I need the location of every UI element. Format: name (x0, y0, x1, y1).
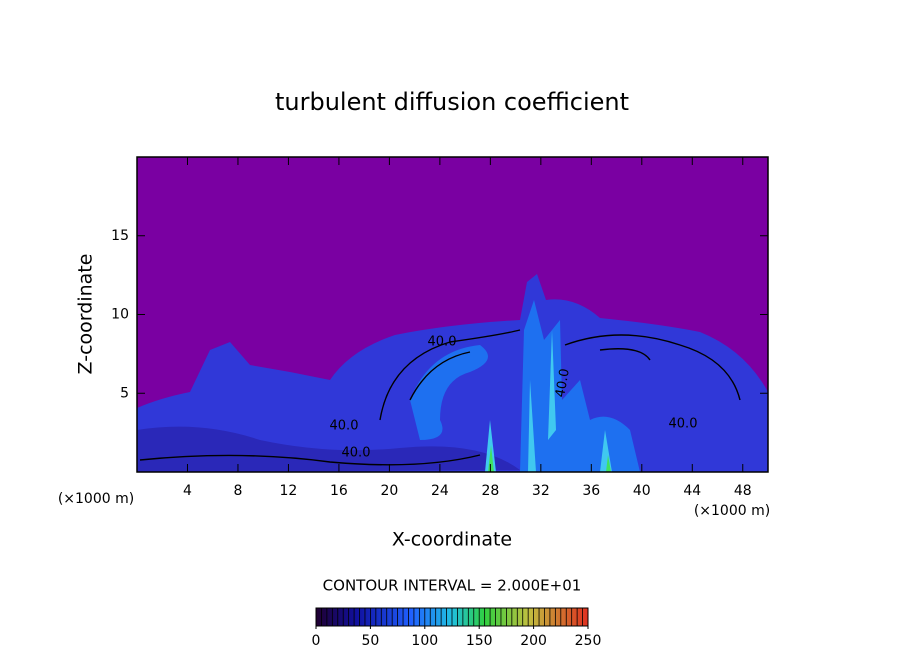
contour-label: 40.0 (428, 335, 457, 350)
contour-interval-label: CONTOUR INTERVAL = 2.000E+01 (323, 577, 582, 595)
colorbar-tick-label: 0 (312, 633, 321, 649)
colorbar-tick-label: 50 (361, 633, 379, 649)
field-region (137, 426, 520, 472)
y-axis-label: Z-coordinate (75, 254, 97, 375)
x-tick-label: 4 (183, 483, 192, 499)
x-unit-label: (×1000 m) (694, 503, 770, 519)
x-tick-label: 36 (582, 483, 600, 499)
x-tick-label: 40 (633, 483, 651, 499)
x-tick-label: 48 (734, 483, 752, 499)
contour-label: 40.0 (330, 419, 359, 434)
colorbar-tick-label: 200 (520, 633, 547, 649)
x-tick-label: 24 (431, 483, 449, 499)
plot-area (137, 157, 768, 472)
contour-label: 40.0 (342, 446, 371, 461)
colorbar-tick-label: 250 (575, 633, 602, 649)
x-tick-label: 8 (233, 483, 242, 499)
y-tick-label: 5 (120, 385, 129, 401)
contour-line (139, 329, 741, 466)
contour-label: 40.0 (669, 417, 698, 432)
x-tick-label: 32 (532, 483, 550, 499)
colorbar-tick-label: 150 (466, 633, 493, 649)
y-tick-label: 10 (111, 307, 129, 323)
y-tick-label: 15 (111, 228, 129, 244)
contour-label: 40.0 (553, 367, 573, 398)
x-axis-label: X-coordinate (392, 529, 512, 551)
colorbar-tick-label: 100 (411, 633, 438, 649)
chart-title: turbulent diffusion coefficient (275, 88, 629, 116)
x-tick-label: 16 (330, 483, 348, 499)
x-tick-label: 20 (380, 483, 398, 499)
x-tick-label: 12 (280, 483, 298, 499)
x-tick-label: 28 (481, 483, 499, 499)
field-region (410, 345, 488, 440)
x-tick-label: 44 (683, 483, 701, 499)
x-unit-label: (×1000 m) (58, 491, 134, 507)
